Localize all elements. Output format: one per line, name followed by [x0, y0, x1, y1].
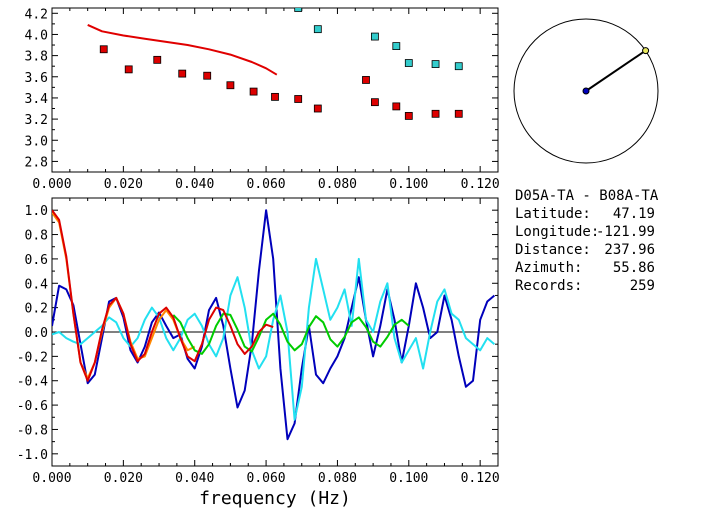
- y-tick-label: 3.6: [25, 71, 48, 86]
- x-tick-label: 0.120: [461, 471, 500, 486]
- data-point: [371, 98, 379, 107]
- y-tick-label: -0.2: [17, 350, 48, 365]
- data-point: [99, 45, 108, 54]
- station-pair-title: D05A-TA - B08A-TA: [515, 188, 659, 204]
- x-tick-label: 0.060: [247, 471, 286, 486]
- longitude-value: -121.99: [596, 224, 655, 240]
- x-tick-label: 0.040: [175, 471, 214, 486]
- data-point: [404, 112, 413, 120]
- data-point: [313, 25, 322, 34]
- azimuth-line: [585, 49, 647, 92]
- y-tick-label: 4.2: [25, 7, 48, 22]
- data-point: [178, 69, 187, 78]
- y-tick-label: -0.8: [17, 423, 48, 438]
- series-line-3: [172, 312, 410, 355]
- data-point: [153, 55, 162, 64]
- y-tick-label: 3.8: [25, 50, 48, 65]
- latitude-value: 47.19: [613, 206, 655, 222]
- x-tick-label: 0.080: [318, 177, 357, 192]
- y-tick-label: -1.0: [17, 448, 48, 463]
- x-tick-label: 0.000: [32, 471, 71, 486]
- series-line-0: [87, 23, 278, 76]
- series-line-4: [52, 209, 274, 382]
- correlation-chart: 0.000 0.020 0.040 0.060 0.080 0.100 0.120 1.0 0.…: [17, 197, 500, 509]
- x-tick-label: 0.080: [318, 471, 357, 486]
- data-point: [404, 59, 413, 67]
- y-tick-label: 0.2: [25, 302, 48, 317]
- azimuth-compass: [513, 18, 659, 164]
- data-point: [392, 102, 401, 111]
- y-tick-label: -0.6: [17, 399, 48, 414]
- y-tick-label: -0.4: [17, 375, 48, 390]
- data-point: [371, 32, 379, 41]
- plot-area: [52, 209, 496, 441]
- data-point: [431, 109, 440, 118]
- longitude-label: Longitude:: [515, 224, 599, 240]
- data-point: [294, 95, 303, 103]
- data-point: [124, 65, 133, 74]
- data-point: [294, 8, 303, 12]
- data-point: [271, 92, 279, 101]
- y-tick-label: 3.0: [25, 134, 48, 149]
- station-info-panel: D05A-TA - B08A-TA Latitude: 47.19 Longit…: [515, 188, 659, 294]
- series-line-0: [52, 209, 496, 441]
- records-label: Records:: [515, 278, 582, 294]
- y-tick-label: 0.6: [25, 253, 48, 268]
- data-point: [249, 87, 258, 96]
- data-point: [203, 71, 212, 80]
- compass-circle: [513, 18, 659, 164]
- x-tick-label: 0.040: [175, 177, 214, 192]
- records-value: 259: [630, 278, 655, 294]
- x-tick-label: 0.020: [104, 177, 143, 192]
- data-point: [392, 42, 401, 50]
- y-tick-label: 0.0: [25, 326, 48, 341]
- azimuth-label: Azimuth:: [515, 260, 582, 276]
- distance-label: Distance:: [515, 242, 591, 258]
- data-point: [431, 60, 440, 68]
- y-tick-label: 4.0: [25, 28, 48, 43]
- y-tick-label: 0.4: [25, 277, 49, 292]
- x-tick-label: 0.100: [389, 177, 428, 192]
- y-tick-label: 1.0: [25, 204, 48, 219]
- x-tick-label: 0.020: [104, 471, 143, 486]
- y-tick-label: 3.2: [25, 113, 48, 128]
- station-a-marker: [582, 87, 590, 95]
- x-axis-label: frequency (Hz): [199, 488, 351, 509]
- x-tick-label: 0.060: [247, 177, 286, 192]
- dispersion-chart: 0.000 0.020 0.040 0.060 0.080 0.100 0.120 2.8 3.…: [25, 7, 500, 192]
- plot-area: [87, 8, 463, 120]
- series-line-1: [52, 257, 496, 421]
- latitude-label: Latitude:: [515, 206, 591, 222]
- data-point: [362, 76, 370, 84]
- data-point: [313, 104, 322, 113]
- y-tick-label: 2.8: [25, 155, 48, 170]
- y-tick-label: 3.4: [25, 92, 49, 107]
- data-point: [454, 62, 463, 71]
- x-tick-label: 0.000: [32, 177, 71, 192]
- x-tick-label: 0.120: [461, 177, 500, 192]
- data-point: [226, 81, 235, 90]
- plot-frame: [51, 7, 499, 173]
- azimuth-value: 55.86: [613, 260, 655, 276]
- y-tick-label: 0.8: [25, 229, 48, 244]
- data-point: [454, 109, 463, 118]
- station-b-marker: [642, 47, 650, 55]
- x-tick-label: 0.100: [389, 471, 428, 486]
- distance-value: 237.96: [604, 242, 655, 258]
- series-line-2: [52, 212, 196, 380]
